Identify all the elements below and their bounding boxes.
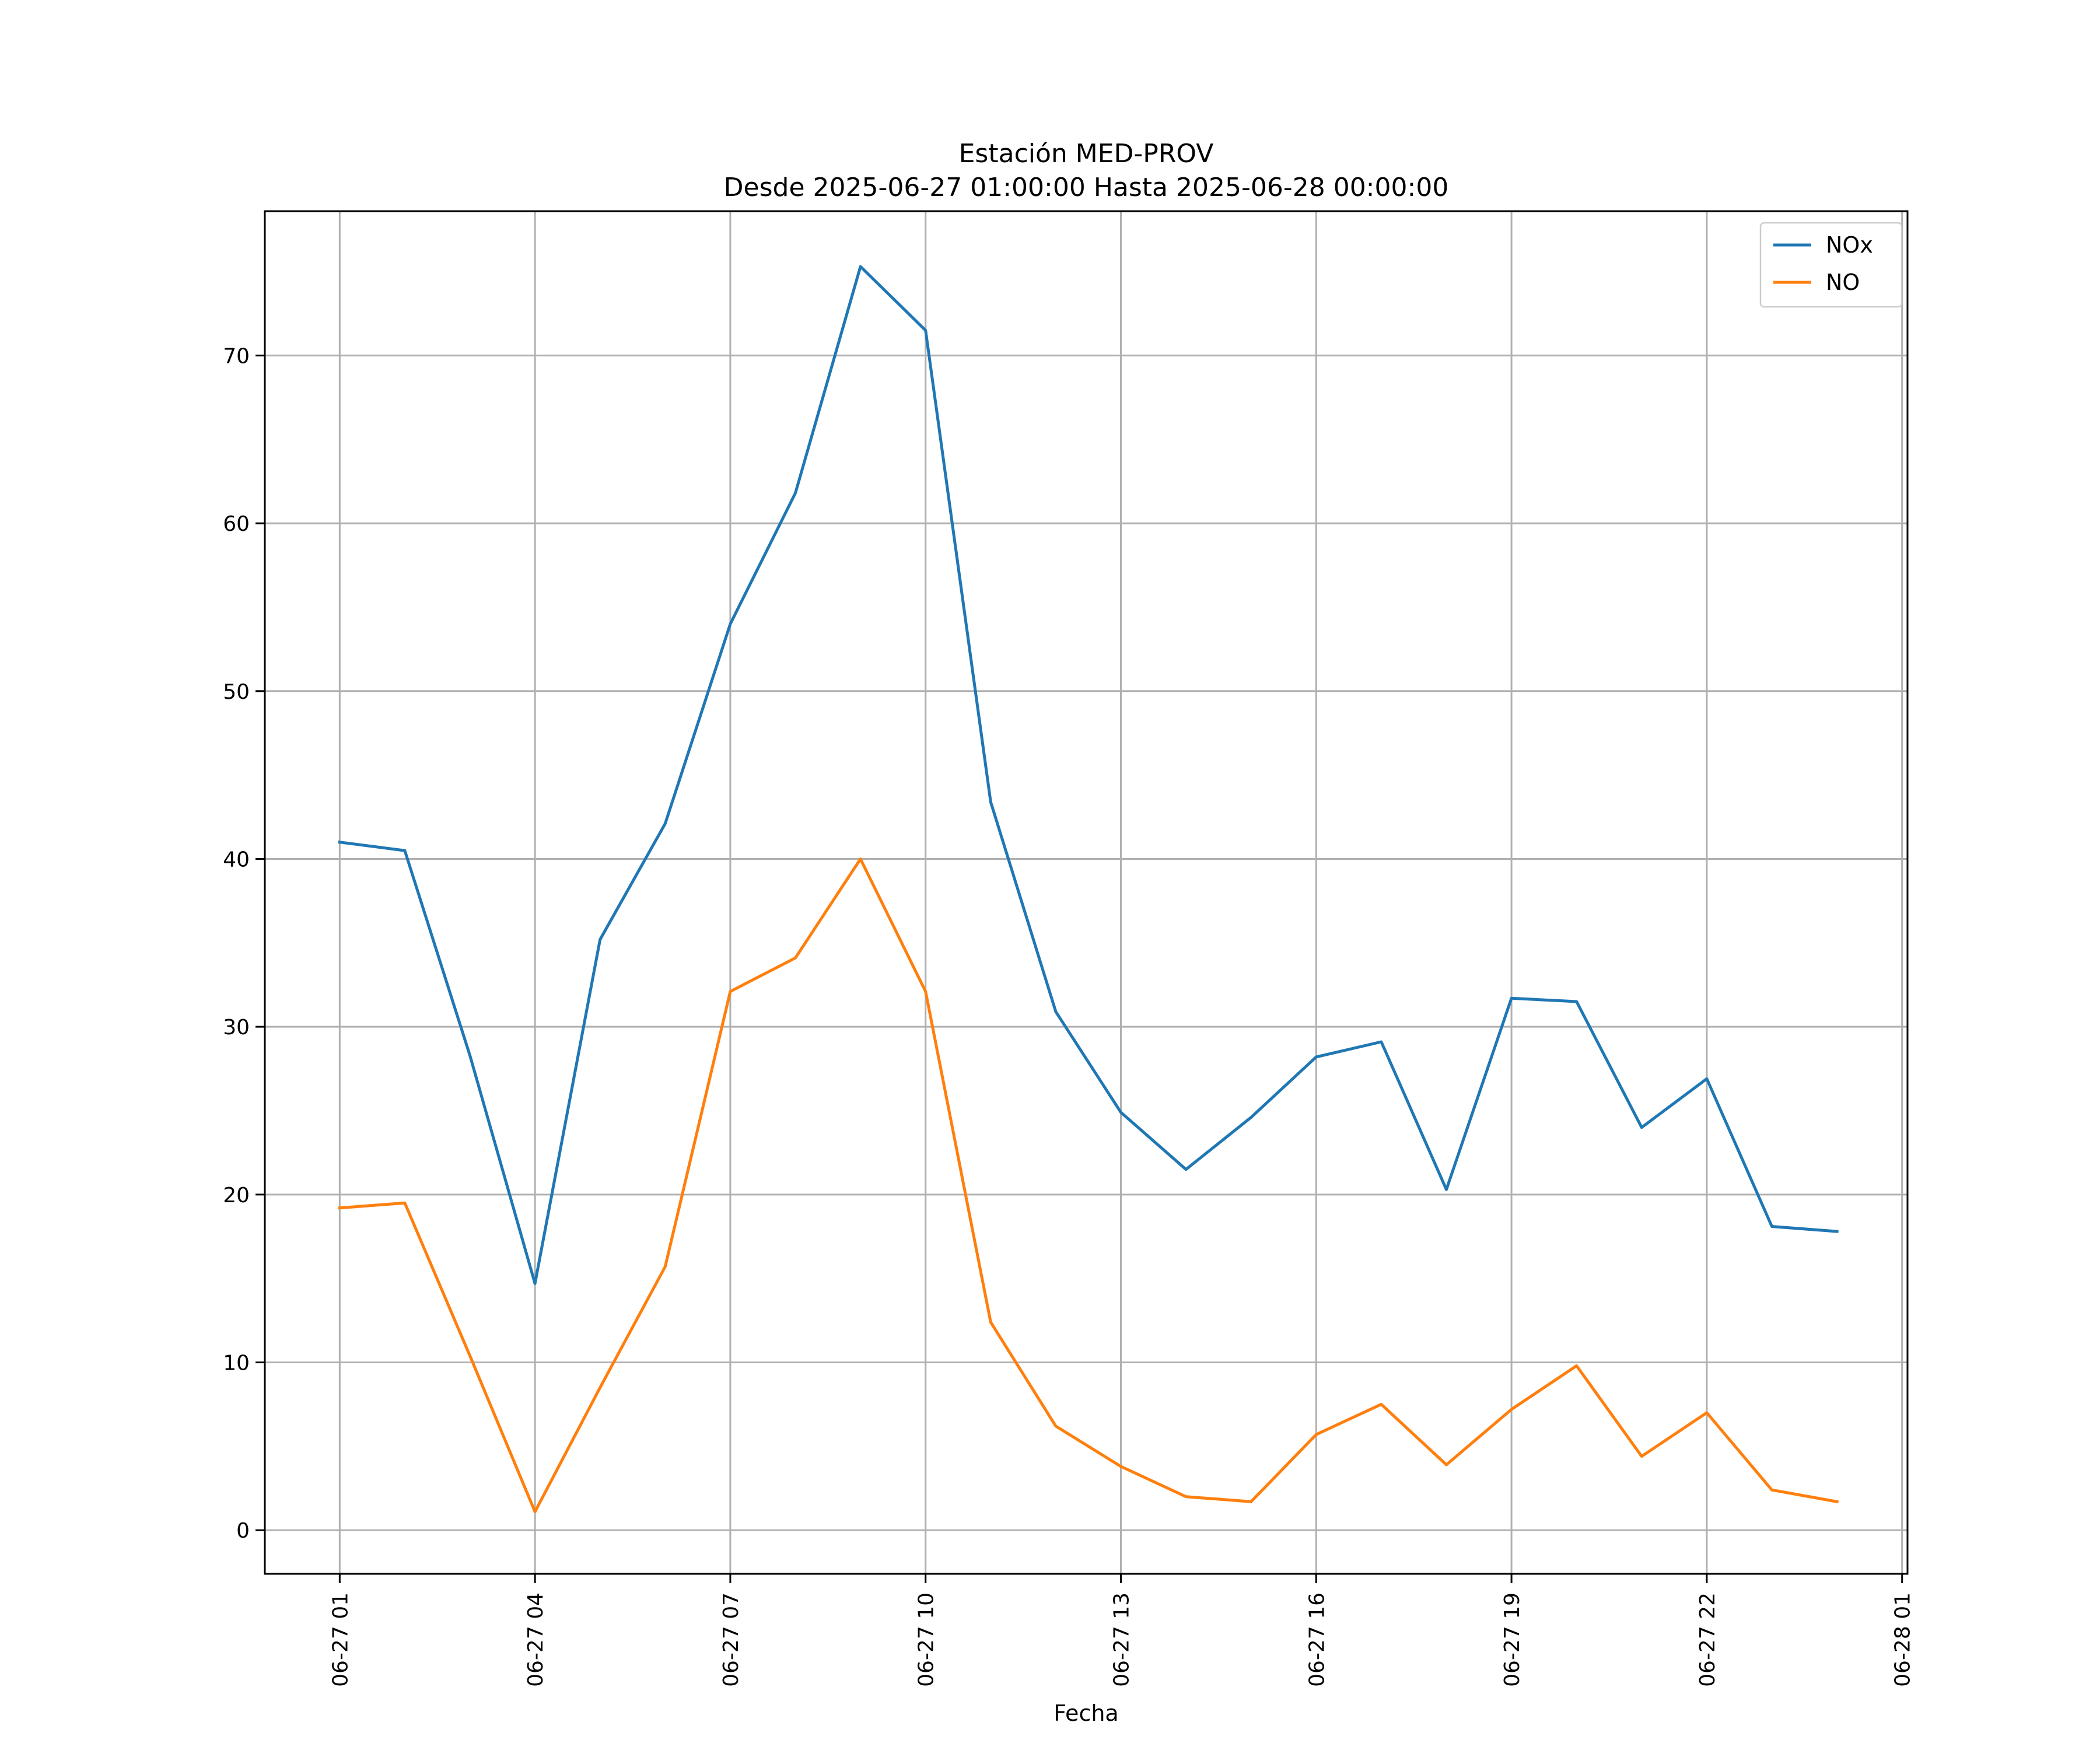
x-tick-label: 06-27 13 bbox=[1110, 1592, 1134, 1687]
x-tick-label: 06-27 01 bbox=[328, 1592, 352, 1687]
x-tick-label: 06-27 19 bbox=[1500, 1592, 1524, 1687]
series-lines bbox=[338, 265, 1839, 1514]
y-tick-label: 0 bbox=[236, 1519, 250, 1543]
x-axis-ticks: 06-27 01 06-27 04 06-27 07 06-27 10 06-27 13… bbox=[328, 1574, 1915, 1687]
y-tick-label: 60 bbox=[223, 512, 250, 536]
grid-lines bbox=[265, 211, 1908, 1574]
y-tick-label: 20 bbox=[223, 1184, 250, 1208]
series-line-nox bbox=[338, 265, 1839, 1285]
legend-label-nox: NOx bbox=[1826, 232, 1873, 258]
x-tick-label: 06-27 07 bbox=[719, 1592, 743, 1687]
y-tick-label: 70 bbox=[223, 344, 250, 368]
y-axis-ticks: 0 10 20 30 40 50 60 70 bbox=[223, 344, 265, 1543]
x-tick-label: 06-27 22 bbox=[1696, 1592, 1720, 1687]
x-tick-label: 06-27 04 bbox=[524, 1592, 548, 1687]
x-axis-label: Fecha bbox=[1054, 1700, 1118, 1726]
plot-area-frame bbox=[264, 210, 1909, 1575]
y-tick-label: 10 bbox=[223, 1352, 250, 1376]
y-tick-label: 50 bbox=[223, 680, 250, 704]
x-tick-label: 06-27 16 bbox=[1305, 1592, 1329, 1687]
y-tick-label: 30 bbox=[223, 1016, 250, 1040]
legend: NOx NO bbox=[1759, 222, 1903, 308]
x-tick-label: 06-27 10 bbox=[915, 1592, 939, 1687]
x-tick-label: 06-28 01 bbox=[1891, 1592, 1915, 1687]
y-tick-label: 40 bbox=[223, 848, 250, 872]
series-line-no bbox=[338, 858, 1839, 1514]
chart-subtitle: Desde 2025-06-27 01:00:00 Hasta 2025-06-… bbox=[724, 173, 1449, 202]
chart-title: Estación MED-PROV bbox=[959, 139, 1214, 169]
legend-label-no: NO bbox=[1826, 270, 1860, 295]
